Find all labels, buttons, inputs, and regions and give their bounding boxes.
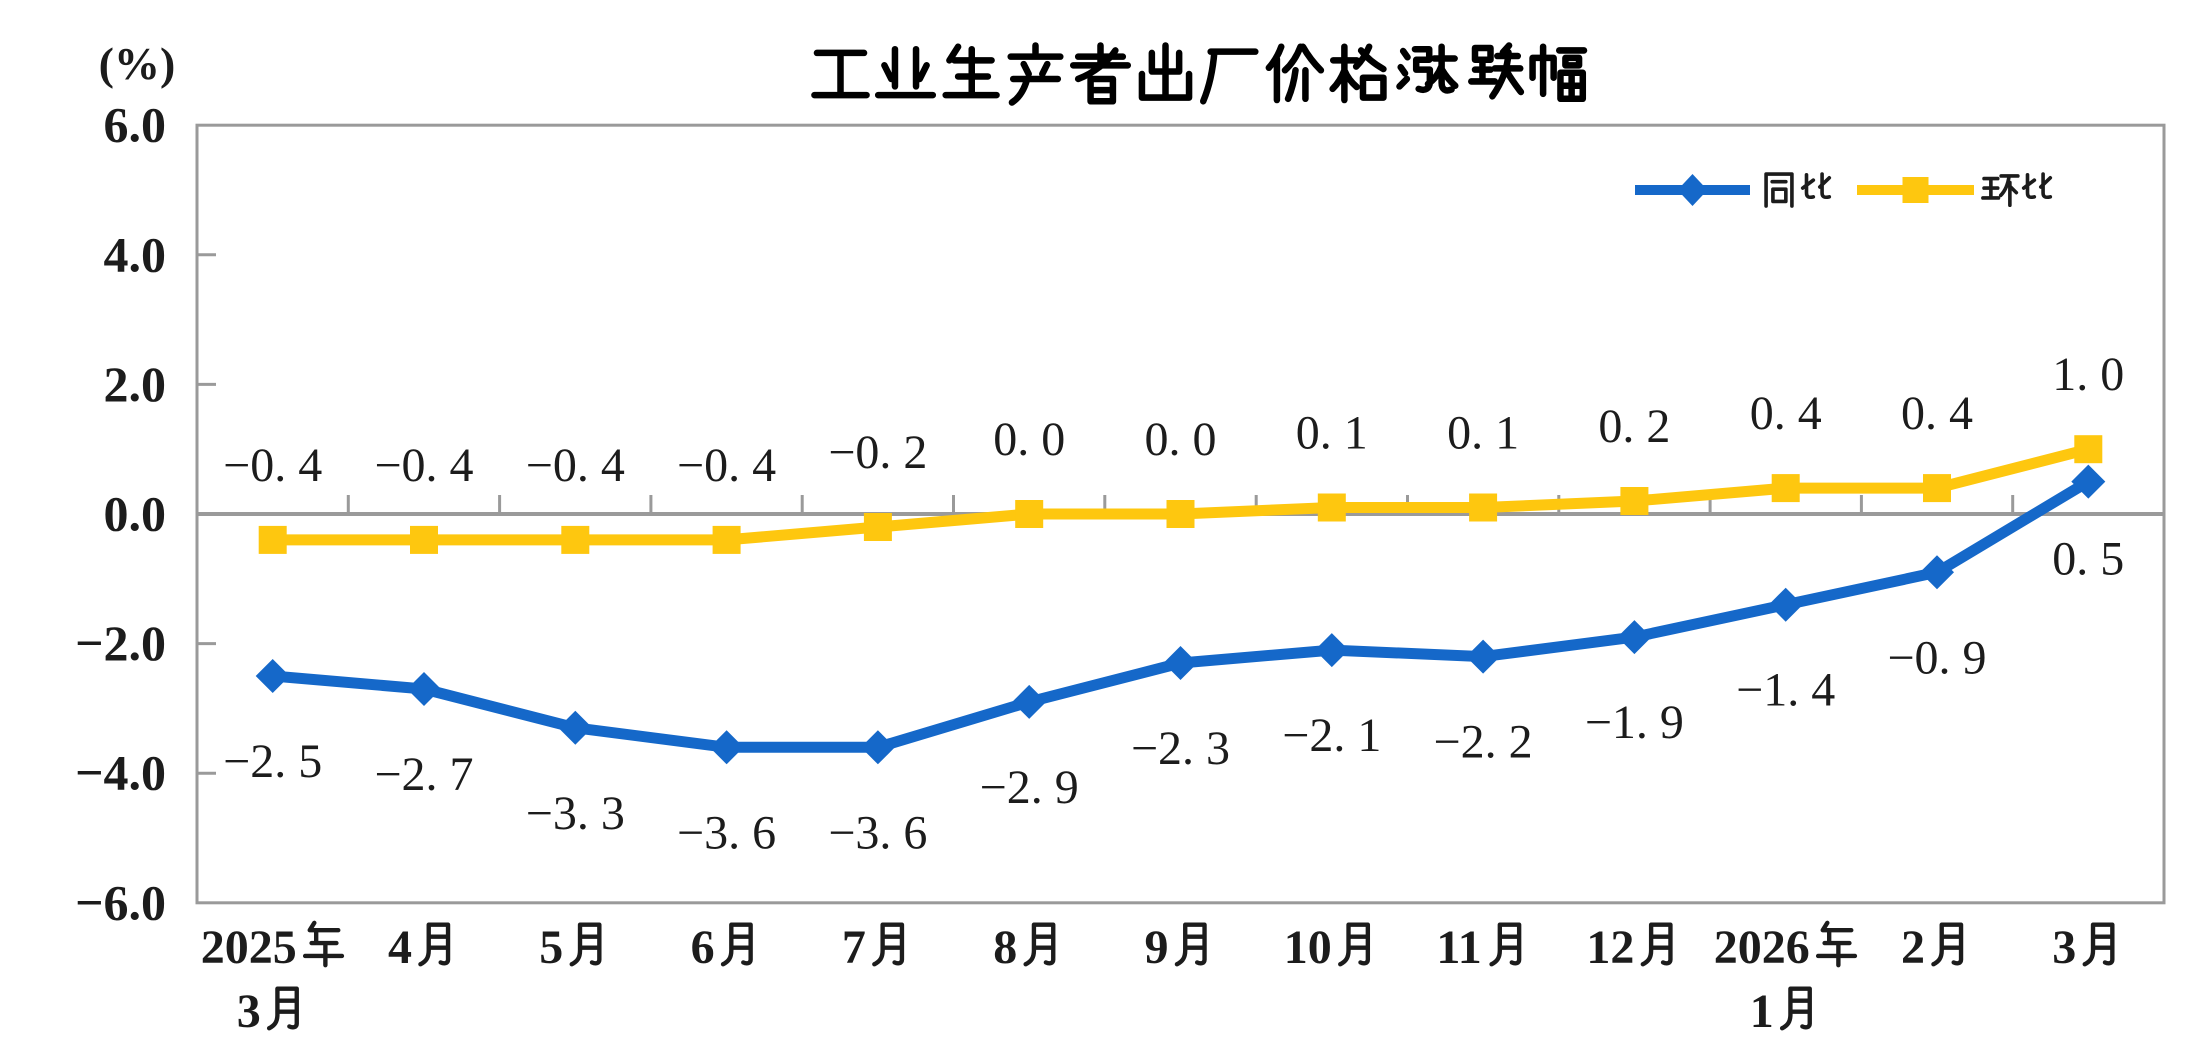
svg-text:−2. 1: −2. 1 bbox=[1282, 709, 1381, 762]
svg-text:0. 2: 0. 2 bbox=[1598, 400, 1670, 453]
svg-text:−0. 2: −0. 2 bbox=[828, 426, 927, 479]
svg-text:−0. 4: −0. 4 bbox=[223, 439, 322, 492]
svg-text:−3. 3: −3. 3 bbox=[526, 787, 625, 840]
svg-text:−1. 9: −1. 9 bbox=[1585, 696, 1684, 749]
svg-text:−2. 2: −2. 2 bbox=[1434, 716, 1533, 769]
svg-text:−2.0: −2.0 bbox=[75, 615, 166, 671]
svg-text:8: 8 bbox=[993, 921, 1017, 974]
svg-text:0. 1: 0. 1 bbox=[1447, 407, 1519, 460]
svg-text:−6.0: −6.0 bbox=[75, 874, 166, 930]
svg-text:−0. 4: −0. 4 bbox=[374, 439, 473, 492]
svg-text:−0. 9: −0. 9 bbox=[1887, 631, 1986, 684]
svg-text:6: 6 bbox=[691, 921, 715, 974]
svg-text:−0. 4: −0. 4 bbox=[677, 439, 776, 492]
svg-text:0. 4: 0. 4 bbox=[1750, 387, 1822, 440]
svg-text:0. 5: 0. 5 bbox=[2052, 533, 2124, 586]
svg-text:−1. 4: −1. 4 bbox=[1736, 664, 1835, 717]
svg-text:−3. 6: −3. 6 bbox=[828, 806, 927, 859]
svg-text:5: 5 bbox=[539, 921, 563, 974]
svg-text:6.0: 6.0 bbox=[104, 97, 167, 153]
svg-text:0.0: 0.0 bbox=[104, 486, 167, 542]
svg-text:−3. 6: −3. 6 bbox=[677, 806, 776, 859]
svg-text:−4.0: −4.0 bbox=[75, 745, 166, 801]
svg-text:0. 0: 0. 0 bbox=[1145, 413, 1217, 466]
svg-text:0. 0: 0. 0 bbox=[993, 413, 1065, 466]
svg-text:4: 4 bbox=[388, 921, 412, 974]
svg-text:2025: 2025 bbox=[201, 921, 297, 974]
svg-text:0. 1: 0. 1 bbox=[1296, 407, 1368, 460]
svg-text:0. 4: 0. 4 bbox=[1901, 387, 1973, 440]
svg-text:12: 12 bbox=[1586, 921, 1634, 974]
svg-text:−2. 5: −2. 5 bbox=[223, 735, 322, 788]
svg-text:−2. 9: −2. 9 bbox=[980, 761, 1079, 814]
svg-text:−2. 7: −2. 7 bbox=[374, 748, 473, 801]
svg-text:3: 3 bbox=[237, 985, 261, 1038]
svg-text:2.0: 2.0 bbox=[104, 356, 167, 412]
svg-text:11: 11 bbox=[1436, 921, 1481, 974]
svg-text:4.0: 4.0 bbox=[104, 226, 167, 282]
svg-text:(%): (%) bbox=[99, 38, 176, 89]
svg-text:3: 3 bbox=[2052, 921, 2076, 974]
svg-text:9: 9 bbox=[1145, 921, 1169, 974]
svg-text:2026: 2026 bbox=[1714, 921, 1810, 974]
svg-text:−2. 3: −2. 3 bbox=[1131, 722, 1230, 775]
svg-text:7: 7 bbox=[842, 921, 866, 974]
svg-text:1. 0: 1. 0 bbox=[2052, 348, 2124, 401]
svg-text:1: 1 bbox=[1750, 985, 1774, 1038]
svg-text:10: 10 bbox=[1284, 921, 1332, 974]
svg-text:2: 2 bbox=[1901, 921, 1925, 974]
svg-text:−0. 4: −0. 4 bbox=[526, 439, 625, 492]
